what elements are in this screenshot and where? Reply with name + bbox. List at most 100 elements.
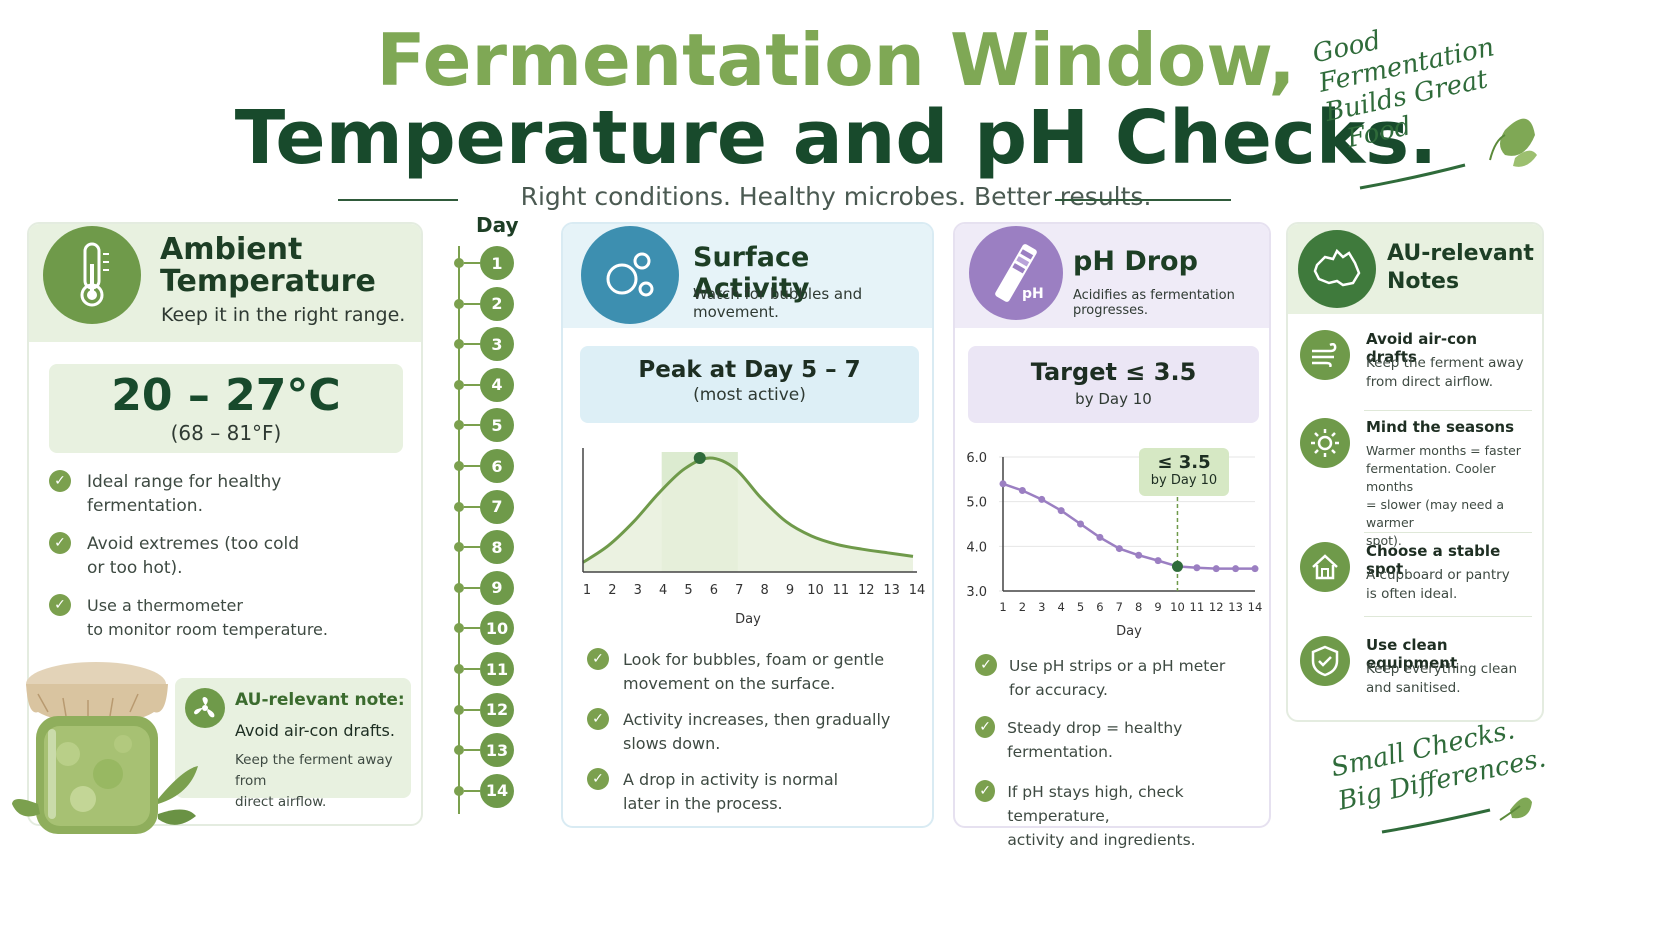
bullet-text: Avoid extremes (too cold (87, 534, 300, 554)
ph-point (1096, 533, 1104, 541)
card-title-line: Ambient (160, 232, 303, 267)
x-tick-label: 11 (1190, 600, 1205, 614)
x-tick-label: 5 (1077, 600, 1084, 614)
timeline-connector (464, 465, 480, 467)
check-icon: ✓ (49, 594, 71, 616)
ph-point (1115, 545, 1123, 553)
day-marker: 4 (480, 367, 514, 402)
bubbles-icon (581, 226, 679, 324)
list-item: ✓ Activity increases, then gradually slow… (587, 708, 890, 756)
bullet-text: Activity increases, then gradually (623, 710, 891, 729)
list-item: ✓ Steady drop = healthy fermentation. (975, 716, 1269, 764)
divider (1364, 616, 1532, 617)
fermentation-jar-image (12, 662, 198, 834)
y-tick-label: 6.0 (966, 451, 987, 466)
list-item: ✓ Use pH strips or a pH meter for accurac… (975, 654, 1269, 702)
x-tick-label: 3 (1038, 600, 1045, 614)
ph-point (1193, 564, 1201, 572)
x-tick-label: 12 (1209, 600, 1224, 614)
day-marker: 3 (480, 327, 514, 362)
au-note-box: AU-relevant note: Avoid air-con drafts. … (175, 678, 411, 810)
bullet-text: or too hot). (87, 558, 183, 578)
peak-box: Peak at Day 5 – 7 (most active) (580, 346, 919, 423)
x-tick-label: 14 (1248, 600, 1263, 614)
day-marker: 2 (480, 286, 514, 321)
target-label: Target ≤ 3.5 (1030, 358, 1197, 386)
au-note-text: Warmer months = faster fermentation. Coo… (1366, 442, 1530, 550)
timeline-tick (454, 461, 464, 471)
x-axis-label: Day (1116, 624, 1142, 639)
ph-strip-icon (969, 226, 1063, 320)
divider (1364, 410, 1532, 411)
y-tick-label: 3.0 (966, 585, 987, 600)
timeline-tick (454, 582, 464, 593)
ph-point (1232, 565, 1240, 573)
au-note-text: Keep everything clean and sanitised. (1366, 660, 1517, 698)
subtitle-rule-right (1055, 199, 1231, 201)
card-subtitle: Acidifies as fermentation progresses. (1073, 288, 1235, 318)
ph-callout: ≤ 3.5 by Day 10 (1139, 448, 1229, 496)
day-marker: 14 (480, 773, 514, 808)
card-subtitle: Watch for bubbles and movement. (693, 285, 863, 321)
bullet-list: ✓ Look for bubbles, foam or gentle moveme… (587, 648, 890, 816)
x-tick-label: 6 (710, 583, 718, 598)
au-note-line: Keep the ferment away from (235, 752, 393, 789)
x-tick-label: 5 (684, 583, 692, 598)
timeline-tick (454, 704, 464, 715)
timeline-label: Day (476, 213, 519, 237)
ph-point (1038, 495, 1046, 503)
timeline-connector (464, 546, 480, 549)
timeline-tick (454, 664, 464, 674)
bullet-text: activity and ingredients. (1007, 831, 1196, 849)
timeline-connector (464, 505, 480, 508)
timeline-connector (464, 749, 480, 752)
title-line-1: Fermentation Window, (376, 18, 1296, 102)
au-note-line: Keep everything clean (1366, 661, 1518, 677)
x-tick-label: 4 (1057, 600, 1064, 614)
day-marker: 6 (480, 449, 514, 483)
ph-point (1018, 487, 1026, 494)
bullet-text: slows down. (623, 734, 721, 753)
x-axis-label: Day (735, 612, 761, 627)
target-box: Target ≤ 3.5 by Day 10 (968, 346, 1259, 423)
day-marker: 10 (480, 611, 514, 646)
ph-point (1135, 551, 1143, 559)
day-marker: 12 (480, 692, 514, 727)
au-note-title: Use clean equipment (1366, 636, 1458, 672)
list-item: ✓ Look for bubbles, foam or gentle moveme… (587, 648, 890, 696)
list-item: ✓ Use a thermometer to monitor room tempe… (49, 594, 328, 642)
timeline-tick (454, 745, 464, 756)
timeline-axis (458, 246, 460, 814)
x-tick-label: 2 (608, 583, 616, 598)
au-note-title: Mind the seasons (1366, 418, 1515, 436)
timeline-tick (454, 379, 464, 390)
leaf-icon (1359, 118, 1537, 190)
au-note-line: Warmer months = faster (1366, 443, 1521, 458)
au-note-text: Keep the ferment away from direct airflo… (1366, 354, 1524, 392)
check-icon: ✓ (975, 654, 997, 676)
card-title: pH Drop (1073, 246, 1198, 277)
x-tick-label: 1 (583, 583, 591, 598)
check-icon: ✓ (587, 708, 609, 730)
x-tick-label: 7 (735, 583, 743, 598)
check-icon: ✓ (587, 648, 609, 670)
peak-label: Peak at Day 5 – 7 (638, 357, 861, 383)
timeline-tick (454, 501, 464, 512)
x-tick-label: 11 (833, 583, 850, 598)
timeline-connector (464, 789, 480, 792)
ph-point (999, 480, 1007, 488)
x-tick-label: 8 (761, 583, 769, 598)
timeline-connector (464, 627, 480, 630)
check-icon: ✓ (49, 532, 71, 554)
title-line-2: Temperature and pH Checks. (234, 95, 1438, 181)
bullet-list: ✓ Use pH strips or a pH meter for accurac… (975, 654, 1269, 852)
list-item: ✓ Ideal range for healthy fermentation. (49, 470, 328, 518)
au-note-text: Keep the ferment away from direct airflo… (235, 750, 411, 813)
x-tick-label: 12 (858, 583, 875, 598)
au-note-title: AU-relevant note: (235, 690, 405, 710)
timeline-connector (464, 383, 480, 386)
bullet-text: If pH stays high, check temperature, (1007, 783, 1184, 825)
x-tick-label: 9 (1154, 600, 1161, 614)
bullet-text: A drop in activity is normal (623, 770, 839, 789)
